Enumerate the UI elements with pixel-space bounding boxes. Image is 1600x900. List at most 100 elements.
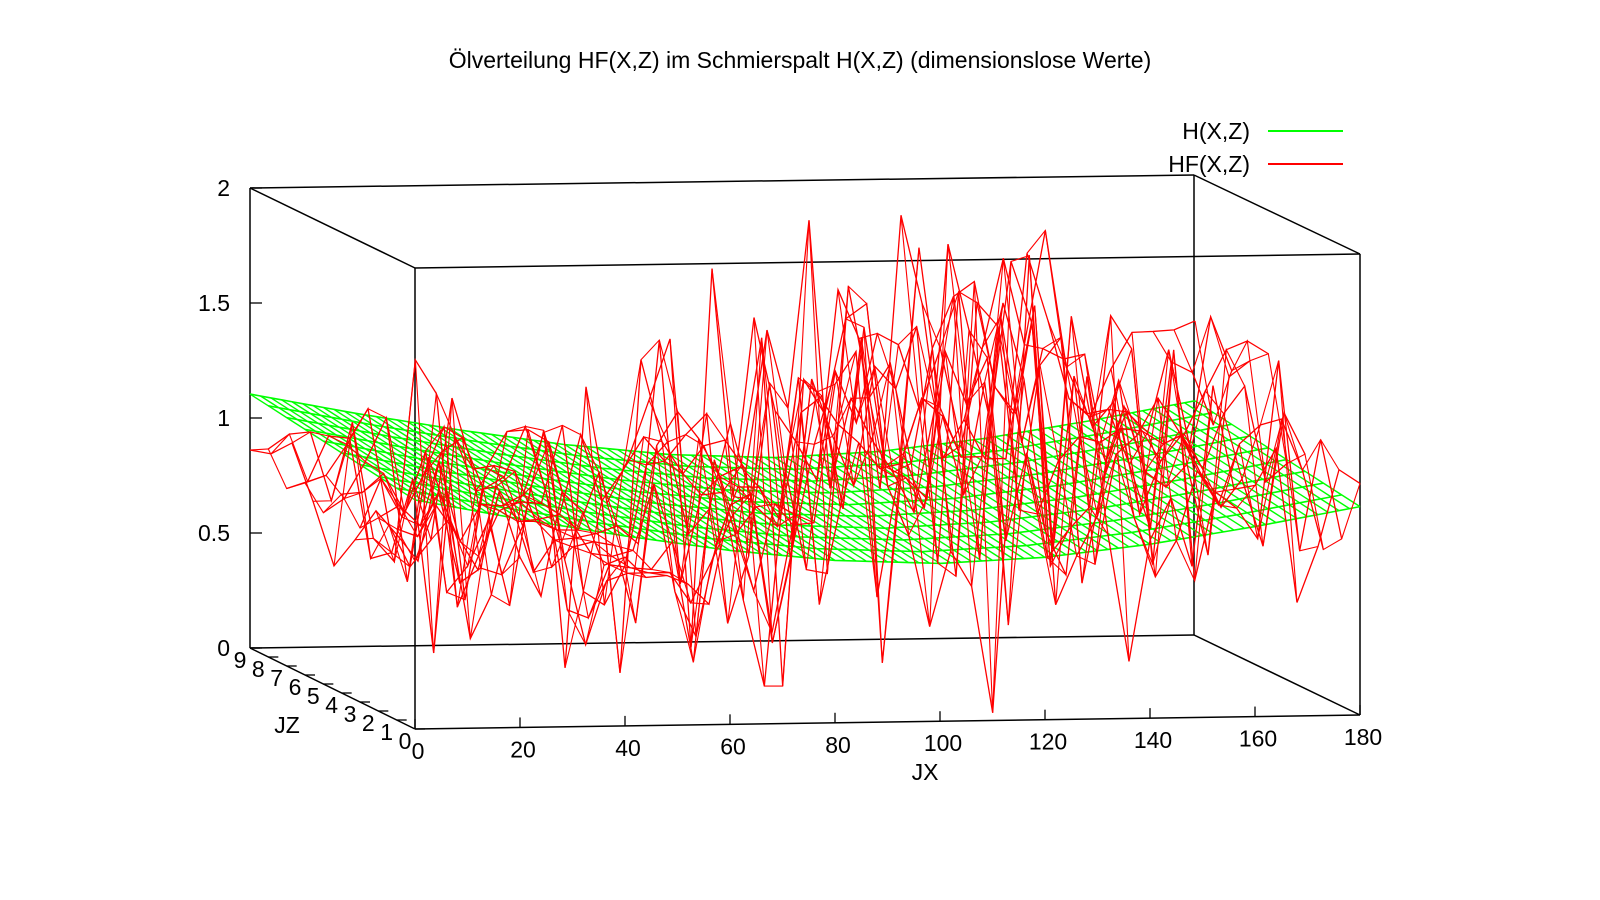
hf-mesh-line-x	[1173, 314, 1340, 483]
h-mesh-line-x	[1163, 406, 1329, 514]
h-mesh-line-x	[291, 401, 458, 509]
hf-mesh-line-x	[879, 296, 1046, 626]
legend: H(X,Z) HF(X,Z)	[1168, 118, 1343, 177]
x-axis-ticks: 0 20 40 60 80 100 120 140 160 180	[412, 705, 1382, 764]
x-tick-label: 120	[1029, 729, 1067, 755]
h-mesh-line-x	[921, 445, 1088, 553]
hf-mesh-line-x	[690, 351, 857, 687]
h-mesh-line-x	[312, 404, 479, 512]
hf-mesh-line-x	[774, 285, 941, 544]
y-tick-label: 2	[217, 175, 230, 201]
h-mesh-line-x	[1047, 427, 1214, 535]
box-edge-left-top	[249, 187, 416, 269]
y-tick-label: 1.5	[198, 290, 230, 316]
hf-mesh-line-x	[354, 457, 521, 601]
hf-mesh-line-x	[501, 501, 668, 577]
hf-mesh-line-x	[1047, 320, 1214, 583]
hf-mesh-line-x	[564, 445, 731, 674]
chart-title: Ölverteilung HF(X,Z) im Schmierspalt H(X…	[449, 47, 1152, 73]
hf-mesh-line-x	[270, 433, 437, 538]
h-mesh-line-x	[501, 435, 668, 543]
h-mesh-line-x	[260, 395, 426, 503]
x-tick-label: 0	[412, 738, 425, 764]
h-mesh-line-x	[764, 456, 930, 564]
hf-mesh-line-x	[438, 441, 605, 647]
box-edge-left-bottom	[249, 647, 416, 730]
z-tick-label: 7	[270, 665, 283, 691]
z-tick-label: 5	[307, 683, 320, 709]
hf-mesh-line-x	[459, 470, 626, 620]
hf-mesh-line-x	[1068, 398, 1235, 493]
h-mesh-line-x	[1058, 425, 1224, 533]
hf-mesh-line-x	[648, 399, 815, 528]
x-axis-label: JX	[912, 759, 939, 785]
hf-mesh-line-x	[312, 408, 479, 584]
z-tick-label: 9	[234, 647, 247, 673]
hf-mesh-line-x	[1131, 332, 1298, 603]
z-tick-label: 2	[362, 710, 375, 736]
legend-label-hf: HF(X,Z)	[1168, 151, 1250, 177]
z-tick-label: 6	[289, 674, 302, 700]
h-mesh-line-x	[1152, 408, 1319, 516]
hf-mesh-line-x	[291, 431, 458, 536]
hf-mesh-line-x	[921, 290, 1088, 569]
z-tick-label: 1	[380, 719, 393, 745]
h-mesh-line-x	[554, 442, 720, 550]
hf-mesh-line-x	[669, 337, 836, 601]
box-edge-right-bottom	[1193, 634, 1361, 716]
hf-mesh-line-x	[585, 338, 752, 637]
hf-mesh-line-z	[378, 255, 1324, 663]
hf-mesh-line-x	[816, 351, 983, 538]
hf-mesh-line-x	[1005, 336, 1172, 566]
box-edge-right-top	[1193, 174, 1361, 255]
box-edge-front-bottom	[414, 714, 1361, 730]
h-mesh-line-x	[533, 439, 699, 547]
h-mesh-line-x	[480, 432, 647, 540]
x-tick-label: 40	[615, 735, 641, 761]
z-tick-label: 3	[344, 701, 357, 727]
h-mesh-line-x	[890, 449, 1056, 557]
h-mesh-line-x	[491, 433, 657, 541]
h-mesh-line-x	[1173, 404, 1340, 512]
hf-mesh-line-x	[711, 268, 878, 598]
legend-label-h: H(X,Z)	[1182, 118, 1250, 144]
hf-mesh-line-x	[606, 436, 773, 633]
hf-mesh-line-x	[753, 220, 920, 663]
hf-mesh-line-x	[984, 258, 1151, 566]
h-mesh-line-x	[743, 456, 909, 564]
hf-mesh-line-z	[304, 220, 1251, 674]
box-edge-front-top	[414, 253, 1361, 269]
hf-mesh-line-x	[858, 328, 1025, 552]
h-mesh-line-x	[722, 455, 888, 563]
h-mesh-line-x	[753, 456, 920, 564]
h-mesh-line-x	[869, 451, 1035, 559]
hf-mesh-line-x	[480, 503, 647, 578]
h-mesh-line-x	[911, 446, 1077, 554]
x-tick-label: 20	[510, 736, 536, 762]
hf-mesh-line-x	[1194, 320, 1361, 551]
x-tick-label: 60	[720, 733, 746, 759]
z-tick-label: 8	[252, 656, 265, 682]
x-tick-label: 100	[924, 730, 962, 756]
h-mesh-line-x	[680, 454, 846, 562]
box-edge-back-bottom	[249, 634, 1195, 649]
h-mesh-line-x	[827, 453, 993, 561]
hf-surface	[249, 215, 1361, 713]
y-axis-ticks: 0 0.5 1 1.5 2	[198, 175, 262, 661]
z-axis-label: JZ	[274, 712, 300, 738]
hf-mesh-line-x	[1026, 229, 1193, 584]
h-mesh-line-x	[1142, 410, 1308, 518]
hf-mesh-line-x	[963, 314, 1130, 662]
h-mesh-line-x	[995, 436, 1161, 544]
h-mesh-line-x	[333, 408, 500, 516]
z-tick-label: 4	[325, 692, 338, 718]
x-tick-label: 80	[825, 732, 851, 758]
y-tick-label: 0.5	[198, 520, 230, 546]
hf-mesh-line-x	[837, 244, 1004, 627]
y-tick-label: 0	[217, 635, 230, 661]
plot-box	[249, 174, 1361, 730]
x-tick-label: 180	[1344, 724, 1382, 750]
hf-mesh-line-x	[1110, 368, 1277, 539]
